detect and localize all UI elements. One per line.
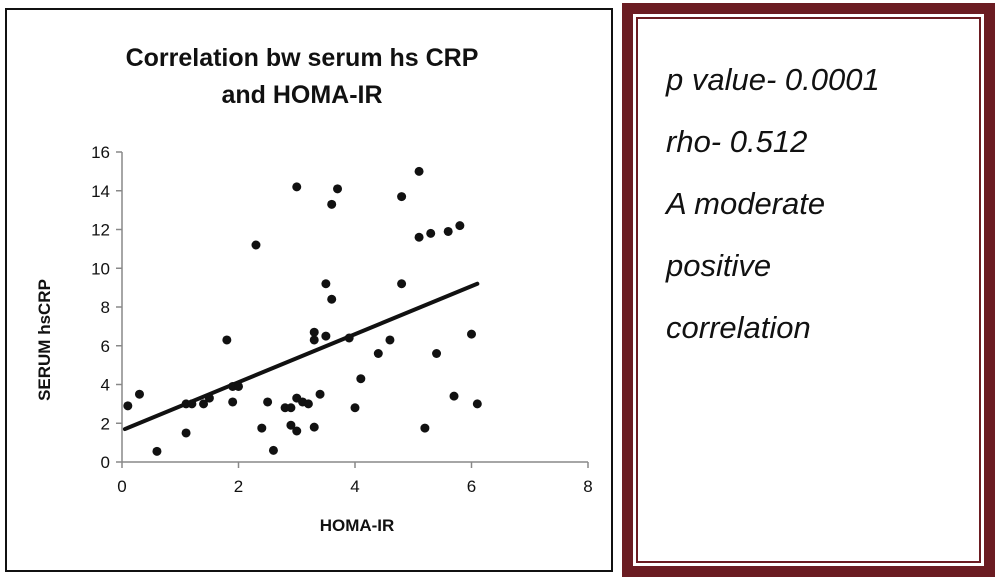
x-tick-label: 0 [117,477,126,496]
scatter-chart: Correlation bw serum hs CRP and HOMA-IR … [35,44,593,535]
y-tick-label: 16 [91,143,110,162]
data-point [356,374,366,384]
data-point [152,446,162,456]
data-point [443,226,453,236]
data-point [257,423,267,433]
x-tick-label: 2 [234,477,243,496]
chart-title-line-2: and HOMA-IR [221,81,382,109]
data-point [315,389,325,399]
data-point [286,420,296,430]
data-point [432,349,442,358]
stats-box-inner: p value- 0.0001 rho- 0.512 A moderate po… [633,14,984,566]
data-point [303,399,313,409]
data-point [350,403,360,413]
y-tick-label: 4 [101,376,110,395]
data-point [268,445,278,455]
data-point [327,294,337,304]
data-point [449,391,459,401]
data-point [455,221,465,231]
data-point [327,199,337,209]
x-tick-label: 6 [467,477,476,496]
chart-title-line-1: Correlation bw serum hs CRP [126,44,479,72]
y-tick-label: 6 [101,337,110,356]
plot-area: 0 2 4 6 8 10 12 14 16 0 2 4 6 8 [91,143,593,496]
y-tick-label: 2 [101,414,110,433]
data-point [373,349,383,358]
data-point [123,401,133,411]
data-point [321,331,331,341]
x-axis-label: HOMA-IR [320,516,395,535]
y-tick-label: 8 [101,298,110,317]
data-point [397,279,407,289]
data-point [222,335,232,345]
y-tick-label: 12 [91,221,110,240]
data-point [309,335,319,345]
x-tick-label: 4 [350,477,359,496]
interpretation-line-2: positive [666,248,772,283]
data-point [292,426,302,436]
stats-box-border: p value- 0.0001 rho- 0.512 A moderate po… [636,17,981,563]
data-point [397,192,407,202]
data-point [204,393,214,403]
y-tick-label: 14 [91,182,110,201]
stats-text: p value- 0.0001 rho- 0.512 A moderate po… [666,49,880,359]
data-point [426,228,436,238]
stats-box: p value- 0.0001 rho- 0.512 A moderate po… [622,3,995,577]
rho-text: rho- 0.512 [666,124,808,159]
data-point [333,184,343,194]
data-point [344,333,354,343]
y-axis-label: SERUM hsCRP [35,279,54,401]
data-point [181,428,191,438]
data-point [234,381,243,391]
trendline [122,281,480,432]
data-point [414,232,424,242]
interpretation-line-1: A moderate [666,186,826,221]
data-point [292,182,302,192]
data-point [309,327,319,337]
chart-panel: Correlation bw serum hs CRP and HOMA-IR … [5,8,613,572]
x-tick-label: 8 [583,477,592,496]
data-point [134,389,144,399]
data-point [309,422,319,432]
data-point [321,279,331,289]
data-point [467,329,476,339]
data-point [263,397,273,407]
data-point [414,166,424,176]
y-tick-label: 0 [101,453,110,472]
data-point [199,399,209,409]
interpretation-line-3: correlation [666,310,811,345]
data-point [472,399,482,409]
p-value-text: p value- 0.0001 [666,62,880,97]
data-point [286,403,296,413]
data-point [251,240,261,250]
data-point [228,397,238,407]
data-point [420,423,430,433]
y-tick-label: 10 [91,259,110,278]
data-point [187,399,197,409]
data-point [385,335,395,345]
